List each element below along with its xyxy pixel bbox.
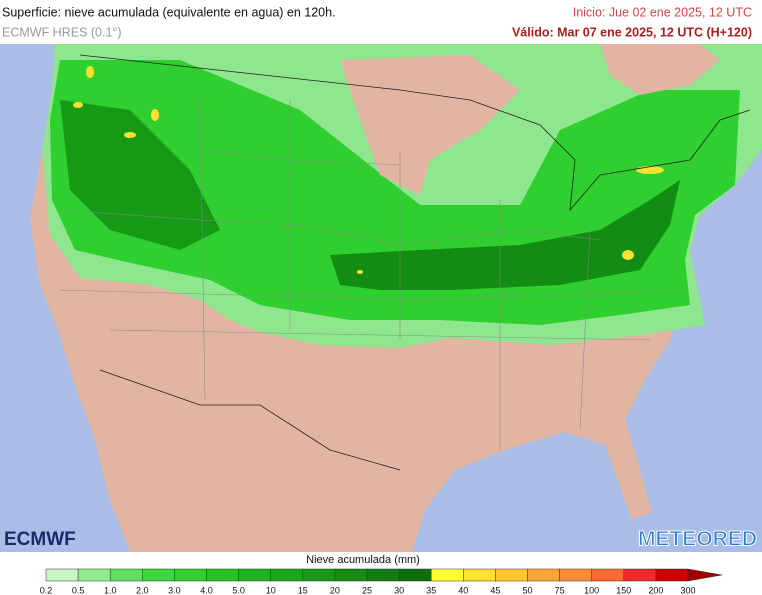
color-swatch — [655, 568, 689, 582]
color-arrow — [687, 568, 723, 582]
legend-label: 0.2 — [40, 585, 53, 595]
state-lines — [59, 99, 681, 450]
color-swatch — [174, 568, 207, 582]
legend-label: 45 — [490, 585, 500, 595]
color-swatch — [527, 568, 560, 582]
snow-dark — [60, 100, 220, 250]
bare-prairie — [340, 55, 520, 195]
model: ECMWF HRES (0.1°) — [2, 25, 122, 39]
legend-label: 5.0 — [232, 585, 245, 595]
legend-label: 1.0 — [104, 585, 117, 595]
color-swatch — [109, 568, 143, 582]
snow-dark — [330, 180, 680, 290]
color-swatch — [463, 568, 496, 582]
legend-label: 75 — [555, 585, 565, 595]
color-swatch — [142, 568, 175, 582]
color-swatch — [623, 568, 657, 582]
legend: 0.2 0.5 1.0 2.0 3.0 4.0 5.0 10 15 20 25 30 35 40 45 50 7… — [40, 568, 723, 595]
ecmwf-logo: ECMWF — [4, 529, 76, 550]
color-swatch — [398, 568, 432, 582]
legend-label: 30 — [394, 585, 404, 595]
valid-time: Válido: Mar 07 ene 2025, 12 UTC (H+120) — [512, 25, 752, 39]
legend-label: 150 — [616, 585, 631, 595]
color-swatch — [366, 568, 400, 582]
meteored-logo: METEORED — [638, 528, 757, 551]
legend-label: 35 — [426, 585, 436, 595]
legend-label: 40 — [458, 585, 468, 595]
legend-label: 4.0 — [200, 585, 213, 595]
bare-quebec — [600, 44, 720, 95]
legend-title: Nieve acumulada (mm) — [306, 554, 420, 566]
color-swatch — [77, 568, 111, 582]
legend-label: 0.5 — [72, 585, 85, 595]
legend-label: 100 — [584, 585, 599, 595]
title: Superficie: nieve acumulada (equivalente… — [2, 5, 336, 19]
legend-label: 20 — [330, 585, 340, 595]
color-swatch — [45, 568, 79, 582]
legend-label: 10 — [266, 585, 276, 595]
legend-label: 3.0 — [168, 585, 181, 595]
color-swatch — [334, 568, 368, 582]
color-swatch — [430, 568, 464, 582]
color-swatch — [206, 568, 239, 582]
legend-label: 50 — [522, 585, 532, 595]
borders — [79, 54, 751, 471]
legend-label: 300 — [680, 585, 695, 595]
color-swatch — [495, 568, 528, 582]
init-time: Inicio: Jue 02 ene 2025, 12 UTC — [573, 5, 752, 19]
legend-label: 15 — [298, 585, 308, 595]
color-swatch — [238, 568, 271, 582]
legend-label: 25 — [362, 585, 372, 595]
color-swatch — [559, 568, 592, 582]
legend-label: 2.0 — [136, 585, 149, 595]
color-swatch — [302, 568, 336, 582]
color-swatch — [270, 568, 304, 582]
color-swatch — [591, 568, 625, 582]
map — [0, 44, 762, 552]
legend-label: 200 — [648, 585, 663, 595]
